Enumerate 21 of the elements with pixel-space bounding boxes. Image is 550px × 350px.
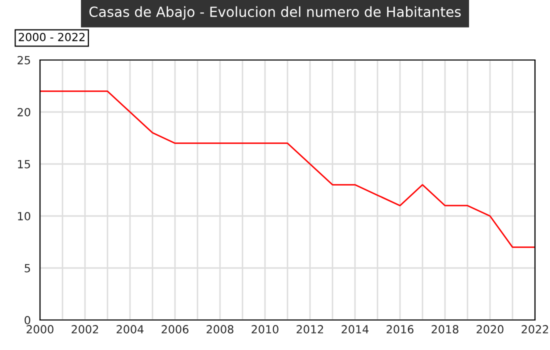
x-tick-label: 2016	[386, 325, 414, 334]
line-series	[40, 90, 535, 248]
x-tick-label: 2008	[206, 325, 234, 334]
x-tick-label: 2020	[476, 325, 504, 334]
x-tick-label: 2006	[162, 325, 188, 334]
x-tick-label: 2002	[72, 325, 98, 334]
x-tick-label: 2004	[116, 325, 144, 334]
y-tick-label: 5	[24, 264, 30, 272]
y-tick-label: 10	[18, 212, 30, 220]
x-tick-label: 2010	[252, 325, 278, 334]
x-tick-label: 2014	[342, 325, 369, 334]
y-tick-label: 25	[18, 56, 30, 64]
y-tick-label: 0	[24, 316, 30, 324]
x-tick-label: 2022	[522, 325, 548, 334]
x-tick-label: 2018	[432, 325, 458, 334]
text: 2000 - 2022	[18, 32, 85, 42]
chart-title: Casas de Abajo - Evolucion del numero de Habitantes	[89, 6, 461, 20]
x-tick-label: 2012	[296, 325, 324, 334]
x-tick-label: 2000	[26, 325, 54, 334]
y-tick-label: 15	[18, 160, 30, 168]
y-tick-label: 20	[18, 108, 30, 116]
